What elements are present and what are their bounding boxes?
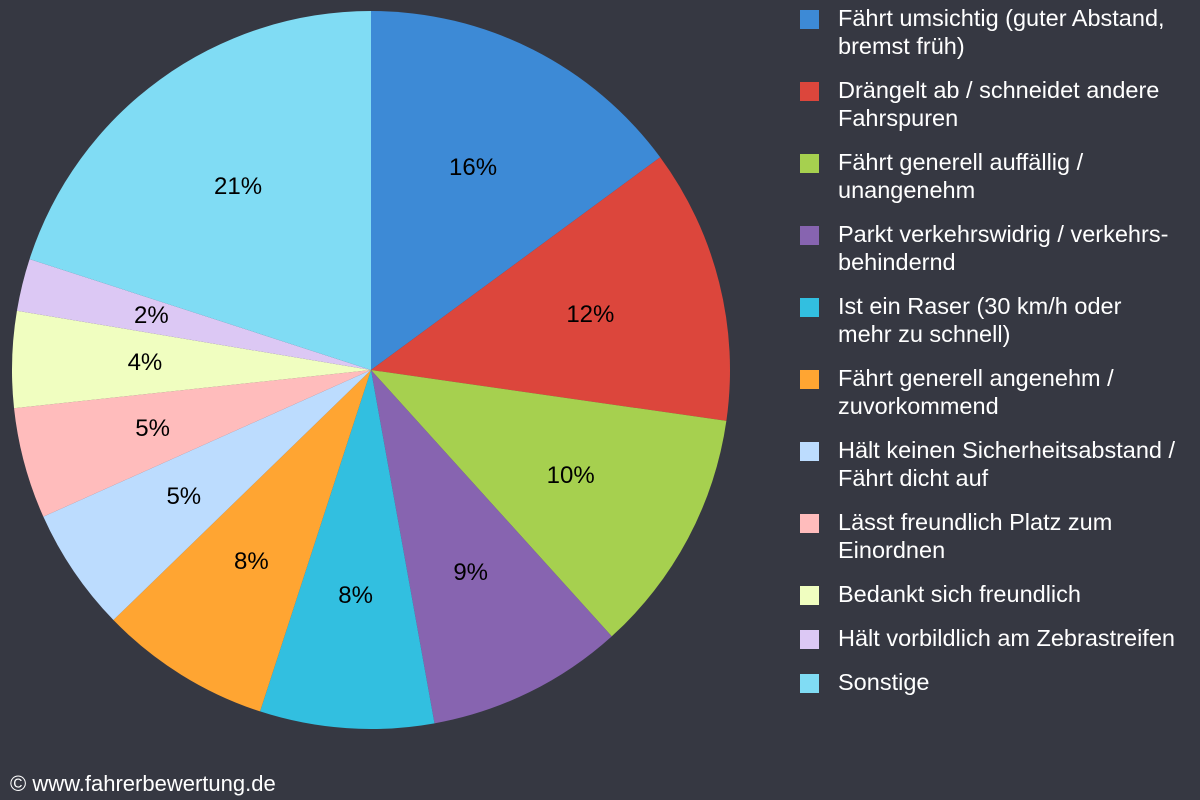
legend-label: Parkt verkehrswidrig / verkehrs-behinder… xyxy=(838,221,1169,275)
pie-chart: 16% 12% 10% 9% 8% 8% 5% 5% 4% 2% 21% xyxy=(12,11,730,730)
pie-slice xyxy=(260,370,435,730)
pie-slice xyxy=(29,11,372,370)
slice-percent-label: 12% xyxy=(566,300,615,328)
legend-swatch xyxy=(800,370,819,389)
legend: Fährt umsichtig (guter Abstand, bremst f… xyxy=(800,4,1200,712)
slice-percent-label: 8% xyxy=(338,581,373,609)
legend-item: Drängelt ab / schneidet andere Fahrspure… xyxy=(800,76,1200,132)
pie-slice xyxy=(43,370,372,621)
legend-label: Bedankt sich freundlich xyxy=(838,581,1081,607)
legend-label: Fährt generell auffällig / unangenehm xyxy=(838,149,1084,203)
pie-slice xyxy=(371,157,730,421)
slice-percent-label: 4% xyxy=(127,349,163,377)
pie-slice xyxy=(371,370,727,637)
slice-percent-label: 9% xyxy=(453,559,489,587)
legend-swatch xyxy=(800,442,819,461)
legend-item: Parkt verkehrswidrig / verkehrs-behinder… xyxy=(800,220,1200,276)
legend-swatch xyxy=(800,82,819,101)
legend-item: Sonstige xyxy=(800,668,1200,696)
legend-item: Ist ein Raser (30 km/h oder mehr zu schn… xyxy=(800,292,1200,348)
slice-percent-label: 2% xyxy=(133,302,169,330)
legend-swatch xyxy=(800,514,819,533)
legend-swatch xyxy=(800,674,819,693)
legend-swatch xyxy=(800,630,819,649)
slice-percent-label: 10% xyxy=(546,462,595,490)
legend-swatch xyxy=(800,226,819,245)
legend-swatch xyxy=(800,154,819,173)
slice-percent-label: 16% xyxy=(449,154,498,182)
legend-label: Ist ein Raser (30 km/h oder mehr zu schn… xyxy=(838,293,1122,347)
pie-slice xyxy=(14,370,372,517)
legend-item: Lässt freundlich Platz zum Einordnen xyxy=(800,508,1200,564)
legend-swatch xyxy=(800,586,819,605)
pie-slice xyxy=(16,259,372,370)
legend-label: Drängelt ab / schneidet andere Fahrspure… xyxy=(838,77,1160,131)
legend-label: Lässt freundlich Platz zum Einordnen xyxy=(838,509,1113,563)
legend-label: Hält keinen Sicherheitsabstand / Fährt d… xyxy=(838,437,1176,491)
slice-percent-label: 5% xyxy=(135,414,170,442)
slice-percent-label: 8% xyxy=(234,547,269,575)
legend-swatch xyxy=(800,10,819,29)
legend-item: Fährt generell angenehm / zuvorkommend xyxy=(800,364,1200,420)
legend-item: Hält keinen Sicherheitsabstand / Fährt d… xyxy=(800,436,1200,492)
pie-slice xyxy=(113,370,372,712)
slice-percent-label: 21% xyxy=(214,173,263,201)
legend-item: Fährt umsichtig (guter Abstand, bremst f… xyxy=(800,4,1200,60)
legend-item: Hält vorbildlich am Zebrastreifen xyxy=(800,624,1200,652)
legend-item: Bedankt sich freundlich xyxy=(800,580,1200,608)
pie-slice xyxy=(12,310,372,409)
pie-svg xyxy=(12,11,730,730)
legend-swatch xyxy=(800,298,819,317)
legend-label: Sonstige xyxy=(838,669,930,695)
legend-label: Fährt generell angenehm / zuvorkommend xyxy=(838,365,1114,419)
pie-slice xyxy=(371,11,661,370)
legend-label: Fährt umsichtig (guter Abstand, bremst f… xyxy=(838,5,1165,59)
legend-item: Fährt generell auffällig / unangenehm xyxy=(800,148,1200,204)
pie-slice xyxy=(371,370,612,724)
slice-percent-label: 5% xyxy=(166,482,202,510)
copyright-footer: © www.fahrerbewertung.de xyxy=(10,771,276,796)
legend-label: Hält vorbildlich am Zebrastreifen xyxy=(838,625,1175,651)
